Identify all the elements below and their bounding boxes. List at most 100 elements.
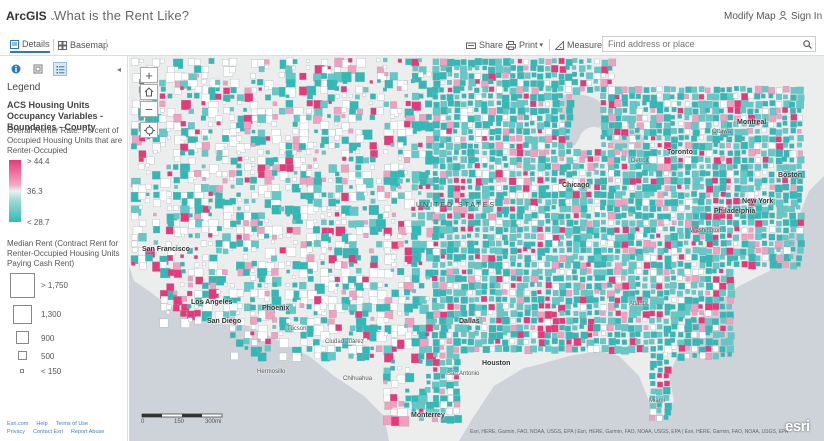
county-symbol[interactable] [242,254,248,260]
county-symbol[interactable] [433,163,438,169]
county-symbol[interactable] [418,72,424,78]
county-symbol[interactable] [524,72,531,79]
county-symbol[interactable] [405,296,410,300]
county-symbol[interactable] [468,73,475,80]
county-symbol[interactable] [579,72,585,77]
county-symbol[interactable] [384,72,389,77]
county-symbol[interactable] [319,143,325,148]
county-symbol[interactable] [419,150,427,158]
county-symbol[interactable] [614,206,620,213]
county-symbol[interactable] [335,128,343,136]
county-symbol[interactable] [621,155,626,161]
county-symbol[interactable] [201,226,209,233]
county-symbol[interactable] [740,99,749,108]
county-symbol[interactable] [440,136,447,144]
county-symbol[interactable] [769,212,775,219]
county-symbol[interactable] [670,199,679,207]
county-symbol[interactable] [537,163,545,172]
county-symbol[interactable] [482,58,489,65]
county-symbol[interactable] [587,332,593,338]
zoom-out-button[interactable]: − [140,101,158,117]
county-symbol[interactable] [747,164,754,170]
county-symbol[interactable] [474,157,479,162]
county-symbol[interactable] [475,310,482,317]
county-symbol[interactable] [445,296,453,303]
county-symbol[interactable] [153,199,161,207]
county-symbol[interactable] [643,87,650,94]
county-symbol[interactable] [622,247,629,254]
county-symbol[interactable] [552,219,559,226]
county-symbol[interactable] [494,282,501,289]
county-symbol[interactable] [510,283,516,288]
county-symbol[interactable] [522,85,529,92]
county-symbol[interactable] [663,163,672,171]
county-symbol[interactable] [782,177,789,184]
county-symbol[interactable] [509,213,516,220]
county-symbol[interactable] [692,246,700,254]
county-symbol[interactable] [517,262,522,268]
county-symbol[interactable] [349,108,356,116]
county-symbol[interactable] [551,346,559,354]
county-symbol[interactable] [461,129,468,136]
county-symbol[interactable] [418,261,423,266]
county-symbol[interactable] [650,296,658,304]
county-symbol[interactable] [496,211,503,218]
county-symbol[interactable] [734,150,741,157]
county-symbol[interactable] [223,87,230,95]
county-symbol[interactable] [243,233,250,241]
county-symbol[interactable] [664,99,671,107]
county-symbol[interactable] [159,261,167,269]
county-symbol[interactable] [306,100,313,107]
county-symbol[interactable] [496,310,504,318]
county-symbol[interactable] [600,106,607,113]
county-symbol[interactable] [650,346,657,352]
county-symbol[interactable] [594,58,600,64]
county-symbol[interactable] [663,373,669,379]
county-symbol[interactable] [446,246,454,254]
county-symbol[interactable] [657,156,665,164]
county-symbol[interactable] [432,367,438,372]
county-symbol[interactable] [712,107,720,115]
county-symbol[interactable] [537,226,543,233]
county-symbol[interactable] [566,317,574,325]
county-symbol[interactable] [704,107,710,113]
county-symbol[interactable] [776,122,782,128]
county-symbol[interactable] [439,233,445,239]
county-symbol[interactable] [433,346,440,353]
county-symbol[interactable] [362,310,369,317]
county-symbol[interactable] [733,121,739,128]
county-symbol[interactable] [230,184,235,189]
county-symbol[interactable] [691,101,699,108]
county-symbol[interactable] [452,170,460,177]
county-symbol[interactable] [447,199,454,205]
county-symbol[interactable] [446,345,454,353]
county-symbol[interactable] [691,191,697,197]
county-symbol[interactable] [727,325,733,331]
county-symbol[interactable] [145,163,150,168]
county-symbol[interactable] [279,164,287,172]
county-symbol[interactable] [453,374,460,380]
county-symbol[interactable] [656,184,662,190]
county-symbol[interactable] [130,128,138,136]
county-symbol[interactable] [732,234,740,241]
county-symbol[interactable] [678,87,685,94]
county-symbol[interactable] [160,86,166,92]
county-symbol[interactable] [748,253,757,262]
county-symbol[interactable] [432,94,439,100]
county-symbol[interactable] [473,143,479,149]
county-symbol[interactable] [628,325,635,332]
county-symbol[interactable] [663,386,671,395]
county-symbol[interactable] [328,129,336,137]
county-symbol[interactable] [629,135,637,143]
county-symbol[interactable] [475,79,480,84]
county-symbol[interactable] [433,352,438,358]
county-symbol[interactable] [257,352,267,362]
county-symbol[interactable] [257,331,268,342]
county-symbol[interactable] [230,94,235,99]
county-symbol[interactable] [698,282,704,288]
county-symbol[interactable] [685,254,692,261]
county-symbol[interactable] [487,261,496,269]
county-symbol[interactable] [586,80,592,86]
county-symbol[interactable] [334,135,340,141]
county-symbol[interactable] [656,283,663,290]
